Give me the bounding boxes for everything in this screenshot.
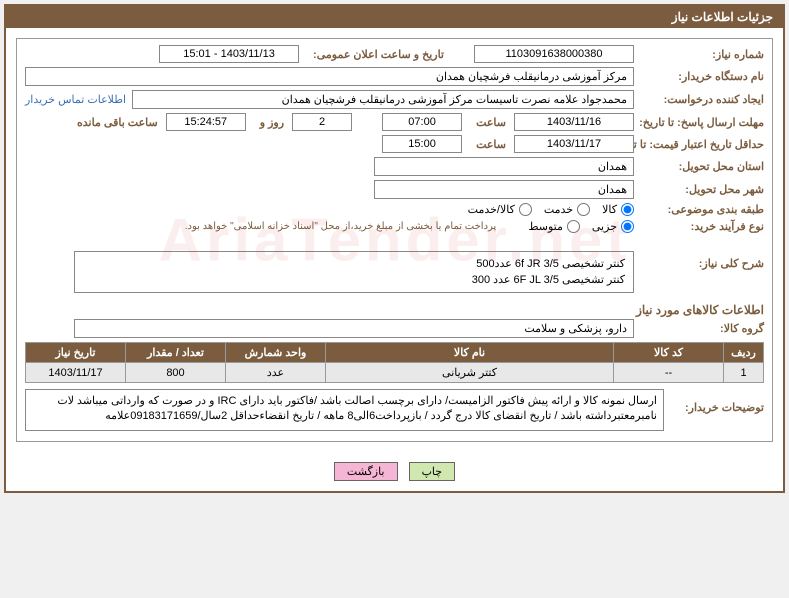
radio-goods-service-label: کالا/خدمت [468,203,515,216]
label-purchase-type: نوع فرآیند خرید: [634,220,764,233]
th-qty: تعداد / مقدار [126,343,226,363]
radio-goods[interactable] [621,203,634,216]
row-purchase-type: نوع فرآیند خرید: جزیی متوسط پرداخت تمام … [25,220,764,233]
label-buyer-org: نام دستگاه خریدار: [634,70,764,83]
th-row: ردیف [724,343,764,363]
radio-partial[interactable] [621,220,634,233]
label-announce-date: تاریخ و ساعت اعلان عمومی: [307,48,444,61]
th-unit: واحد شمارش [226,343,326,363]
radio-medium-label: متوسط [528,220,563,233]
label-remaining: ساعت باقی مانده [71,116,158,129]
outer-frame: جزئیات اطلاعات نیاز AriaTender.net شماره… [4,4,785,493]
field-requester: محمدجواد علامه نصرت تاسیسات مرکز آموزشی … [132,90,634,109]
label-time2: ساعت [470,138,506,151]
label-category: طبقه بندی موضوعی: [634,203,764,216]
row-province: استان محل تحویل: همدان [25,157,764,176]
field-need-number: 1103091638000380 [474,45,634,63]
table-header-row: ردیف کد کالا نام کالا واحد شمارش تعداد /… [26,343,764,363]
label-deadline: مهلت ارسال پاسخ: تا تاریخ: [634,116,764,129]
field-hours: 15:24:57 [166,113,246,131]
label-time1: ساعت [470,116,506,129]
radio-goods-service-wrap: کالا/خدمت [468,203,532,216]
payment-note: پرداخت تمام یا بخشی از مبلغ خرید،از محل … [25,221,496,232]
section-goods-info: اطلاعات کالاهای مورد نیاز [25,297,764,319]
label-buyer-notes: توضیحات خریدار: [664,389,764,414]
field-validity-date: 1403/11/17 [514,135,634,153]
summary-line2: کنتر تشخیصی 6F JL 3/5 عدد 300 [83,272,625,288]
field-validity-time: 15:00 [382,135,462,153]
summary-box: کنتر تشخیصی 6f JR 3/5 عدد500 کنتر تشخیصی… [74,251,634,293]
label-goods-group: گروه کالا: [634,322,764,335]
radio-service-wrap: خدمت [544,203,590,216]
th-name: نام کالا [326,343,614,363]
row-buyer-notes: توضیحات خریدار: ارسال نمونه کالا و ارائه… [25,389,764,431]
back-button[interactable]: بازگشت [334,462,398,481]
cell-n: 1 [724,363,764,383]
goods-table: ردیف کد کالا نام کالا واحد شمارش تعداد /… [25,342,764,383]
title-bar: جزئیات اطلاعات نیاز [6,6,783,28]
th-code: کد کالا [614,343,724,363]
row-summary: شرح کلی نیاز: کنتر تشخیصی 6f JR 3/5 عدد5… [25,251,764,293]
label-province: استان محل تحویل: [634,160,764,173]
field-deadline-time: 07:00 [382,113,462,131]
radio-medium[interactable] [567,220,580,233]
cell-name: کتتر شریانی [326,363,614,383]
cell-qty: 800 [126,363,226,383]
row-city: شهر محل تحویل: همدان [25,180,764,199]
field-days: 2 [292,113,352,131]
radio-goods-service[interactable] [519,203,532,216]
field-deadline-date: 1403/11/16 [514,113,634,131]
radio-goods-wrap: کالا [602,203,634,216]
field-province: همدان [374,157,634,176]
label-days-and: روز و [254,116,284,129]
cell-unit: عدد [226,363,326,383]
row-need-number: شماره نیاز: 1103091638000380 تاریخ و ساع… [25,45,764,63]
row-requester: ایجاد کننده درخواست: محمدجواد علامه نصرت… [25,90,764,109]
radio-goods-label: کالا [602,203,617,216]
cell-date: 1403/11/17 [26,363,126,383]
buyer-notes-box: ارسال نمونه کالا و ارائه پیش فاکتور الزا… [25,389,664,431]
th-need-date: تاریخ نیاز [26,343,126,363]
row-goods-group: گروه کالا: دارو، پزشکی و سلامت [25,319,764,338]
radio-medium-wrap: متوسط [528,220,580,233]
field-goods-group: دارو، پزشکی و سلامت [74,319,634,338]
label-validity: حداقل تاریخ اعتبار قیمت: تا تاریخ: [634,138,764,151]
summary-line1: کنتر تشخیصی 6f JR 3/5 عدد500 [83,256,625,272]
field-announce-date: 1403/11/13 - 15:01 [159,45,299,63]
label-summary: شرح کلی نیاز: [634,251,764,270]
radio-partial-wrap: جزیی [592,220,634,233]
radio-service[interactable] [577,203,590,216]
row-validity: حداقل تاریخ اعتبار قیمت: تا تاریخ: 1403/… [25,135,764,153]
row-buyer-org: نام دستگاه خریدار: مرکز آموزشی درمانیقلب… [25,67,764,86]
cell-code: -- [614,363,724,383]
print-button[interactable]: چاپ [409,462,456,481]
row-deadline: مهلت ارسال پاسخ: تا تاریخ: 1403/11/16 سا… [25,113,764,131]
content-frame: AriaTender.net شماره نیاز: 1103091638000… [16,38,773,442]
button-row: چاپ بازگشت [6,452,783,491]
label-need-number: شماره نیاز: [634,48,764,61]
radio-partial-label: جزیی [592,220,617,233]
row-category: طبقه بندی موضوعی: کالا خدمت کالا/خدمت [25,203,764,216]
table-row: 1 -- کتتر شریانی عدد 800 1403/11/17 [26,363,764,383]
radio-service-label: خدمت [544,203,573,216]
label-city: شهر محل تحویل: [634,183,764,196]
label-requester: ایجاد کننده درخواست: [634,93,764,106]
field-buyer-org: مرکز آموزشی درمانیقلب فرشچیان همدان [25,67,634,86]
link-contact-buyer[interactable]: اطلاعات تماس خریدار [25,93,132,106]
field-city: همدان [374,180,634,199]
